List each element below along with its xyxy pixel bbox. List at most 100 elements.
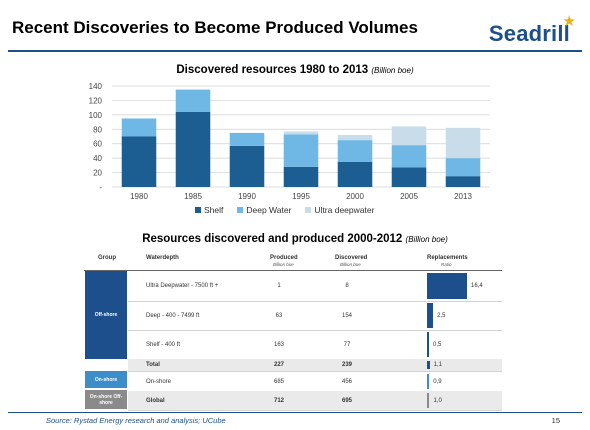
title-divider bbox=[8, 50, 582, 52]
cell-discovered: 8 bbox=[345, 283, 349, 289]
cell-depth: Ultra Deepwater - 7500 ft + bbox=[146, 283, 219, 289]
replacement-ratio-label: 1,1 bbox=[433, 362, 443, 368]
x-tick-label: 2005 bbox=[400, 192, 418, 201]
replacement-ratio-bar bbox=[427, 393, 430, 408]
table-row: Total 227 239 1,1 bbox=[128, 359, 502, 372]
header-produced: Produced bbox=[270, 255, 298, 261]
replacement-ratio-label: 16,4 bbox=[471, 283, 483, 289]
cell-depth: On-shore bbox=[146, 378, 172, 385]
cell-discovered: 695 bbox=[341, 397, 353, 404]
replacement-ratio-label: 0,5 bbox=[433, 341, 442, 348]
table-row: Global 712 695 1,0 bbox=[128, 391, 502, 411]
cell-produced: 685 bbox=[273, 378, 285, 385]
header-replacements-unit: Ratio bbox=[441, 262, 452, 267]
bar-shelf bbox=[445, 176, 481, 187]
chart-title-text: Discovered resources 1980 to 2013 bbox=[176, 64, 369, 76]
bar-deep-water bbox=[175, 89, 211, 112]
x-tick-label: 1985 bbox=[184, 192, 202, 201]
table-header: Group Waterdepth Produced Billion boe Di… bbox=[84, 254, 502, 271]
bar-ultra-deepwater bbox=[337, 135, 373, 141]
x-tick-label: 1990 bbox=[238, 192, 256, 201]
group-global: On-shore Off-shore bbox=[85, 390, 127, 409]
legend-label-shelf: Shelf bbox=[204, 205, 224, 215]
bar-deep-water bbox=[445, 158, 481, 177]
bar-ultra-deepwater bbox=[391, 126, 427, 146]
header-replacements: Replacements bbox=[427, 255, 468, 261]
replacement-ratio-bar bbox=[427, 273, 467, 299]
y-tick-label: 120 bbox=[89, 96, 103, 105]
table-row: Shelf - 400 ft 163 77 0,5 bbox=[128, 330, 502, 360]
legend-label-ultra-deepwater: Ultra deepwater bbox=[314, 205, 375, 215]
header-discovered: Discovered bbox=[335, 255, 368, 261]
cell-produced: 712 bbox=[273, 397, 285, 404]
legend-swatch-shelf bbox=[195, 207, 201, 213]
table-row: Deep - 400 - 7499 ft 63 154 2,5 bbox=[128, 301, 502, 331]
replacement-ratio-label: 1,0 bbox=[433, 397, 442, 404]
y-tick-label: 100 bbox=[89, 111, 103, 120]
page-number: 15 bbox=[551, 416, 560, 425]
cell-produced: 227 bbox=[273, 362, 285, 368]
y-tick-label: 40 bbox=[93, 154, 102, 163]
bar-ultra-deepwater bbox=[445, 127, 481, 159]
y-tick-label: 140 bbox=[89, 82, 103, 91]
cell-depth: Total bbox=[146, 362, 160, 368]
resources-table: Group Waterdepth Produced Billion boe Di… bbox=[84, 254, 502, 411]
legend-label-deep-water: Deep Water bbox=[246, 205, 292, 215]
bar-shelf bbox=[391, 167, 427, 187]
bar-shelf bbox=[175, 111, 211, 187]
bar-ultra-deepwater bbox=[283, 131, 319, 135]
bar-deep-water bbox=[121, 118, 157, 137]
table-subtitle: (Billion boe) bbox=[405, 235, 448, 244]
cell-produced: 63 bbox=[275, 312, 283, 319]
header-waterdepth: Waterdepth bbox=[146, 255, 179, 261]
chart-legend: Shelf Deep Water Ultra deepwater bbox=[195, 205, 374, 215]
cell-produced: 1 bbox=[277, 283, 281, 289]
x-tick-label: 1995 bbox=[292, 192, 310, 201]
replacement-ratio-bar bbox=[427, 332, 429, 357]
table-title: Resources discovered and produced 2000-2… bbox=[0, 233, 590, 245]
bar-deep-water bbox=[229, 132, 265, 146]
seadrill-logo: Seadrill ★ bbox=[486, 13, 576, 48]
y-tick-label: - bbox=[99, 183, 102, 192]
slide-title: Recent Discoveries to Become Produced Vo… bbox=[12, 18, 418, 37]
bar-shelf bbox=[121, 136, 157, 187]
legend-item-shelf: Shelf bbox=[195, 205, 223, 215]
stacked-bar-chart: - 20 40 60 80 100 120 140 1980 1985 1990 1995 2000 20… bbox=[89, 82, 490, 201]
replacement-ratio-bar bbox=[427, 303, 434, 328]
replacement-ratio-label: 2,5 bbox=[437, 312, 446, 319]
cell-discovered: 239 bbox=[341, 362, 353, 368]
table-body: Off-shore On-shore On-shore Off-shore Ul… bbox=[84, 271, 502, 411]
header-produced-unit: Billion boe bbox=[273, 262, 294, 267]
footer-divider bbox=[8, 412, 582, 413]
table-row: Ultra Deepwater - 7500 ft + 1 8 16,4 bbox=[128, 271, 502, 302]
x-tick-label: 2000 bbox=[346, 192, 364, 201]
bar-deep-water bbox=[337, 140, 373, 162]
bar-deep-water bbox=[391, 145, 427, 168]
legend-item-ultra-deepwater: Ultra deepwater bbox=[305, 205, 374, 215]
bar-shelf bbox=[283, 166, 319, 187]
group-offshore: Off-shore bbox=[85, 271, 127, 359]
group-onshore: On-shore bbox=[85, 371, 127, 388]
x-tick-label: 1980 bbox=[130, 192, 148, 201]
cell-depth: Deep - 400 - 7499 ft bbox=[146, 312, 200, 319]
replacement-ratio-bar bbox=[427, 374, 430, 389]
cell-discovered: 77 bbox=[343, 341, 351, 348]
chart-subtitle: (Billion boe) bbox=[371, 66, 414, 75]
header-discovered-unit: Billion boe bbox=[340, 262, 361, 267]
chart-title: Discovered resources 1980 to 2013 (Billi… bbox=[0, 64, 590, 76]
logo-text: Seadrill bbox=[488, 21, 570, 46]
legend-swatch-ultra-deepwater bbox=[305, 207, 312, 213]
y-tick-label: 80 bbox=[93, 125, 102, 134]
header-group: Group bbox=[98, 255, 116, 261]
y-tick-label: 20 bbox=[93, 169, 102, 178]
cell-depth: Shelf - 400 ft bbox=[146, 341, 181, 348]
replacement-ratio-label: 0,9 bbox=[433, 378, 442, 385]
star-icon: ★ bbox=[562, 13, 576, 30]
cell-depth: Global bbox=[146, 397, 165, 404]
legend-swatch-deep-water bbox=[237, 207, 244, 213]
table-title-text: Resources discovered and produced 2000-2… bbox=[142, 233, 403, 245]
cell-discovered: 456 bbox=[341, 378, 353, 385]
y-tick-label: 60 bbox=[93, 140, 102, 149]
replacement-ratio-bar bbox=[427, 361, 430, 369]
bar-shelf bbox=[337, 161, 373, 187]
